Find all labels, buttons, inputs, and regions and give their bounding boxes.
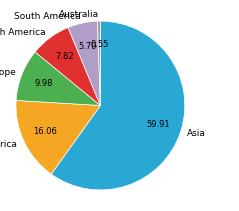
Text: South America: South America <box>14 12 81 21</box>
Text: 59.91: 59.91 <box>147 120 170 128</box>
Wedge shape <box>16 52 100 106</box>
Wedge shape <box>35 27 100 106</box>
Wedge shape <box>68 21 100 106</box>
Text: Asia: Asia <box>187 129 206 138</box>
Text: Australia: Australia <box>59 10 99 19</box>
Text: Africa: Africa <box>0 140 18 149</box>
Text: 9.98: 9.98 <box>35 79 53 88</box>
Text: North America: North America <box>0 28 46 37</box>
Text: 0.55: 0.55 <box>90 40 109 49</box>
Wedge shape <box>98 21 100 106</box>
Wedge shape <box>16 100 100 174</box>
Text: 16.06: 16.06 <box>33 127 57 136</box>
Text: 7.82: 7.82 <box>55 52 73 61</box>
Wedge shape <box>51 21 185 190</box>
Text: 5.70: 5.70 <box>78 42 97 51</box>
Text: Europe: Europe <box>0 68 16 77</box>
